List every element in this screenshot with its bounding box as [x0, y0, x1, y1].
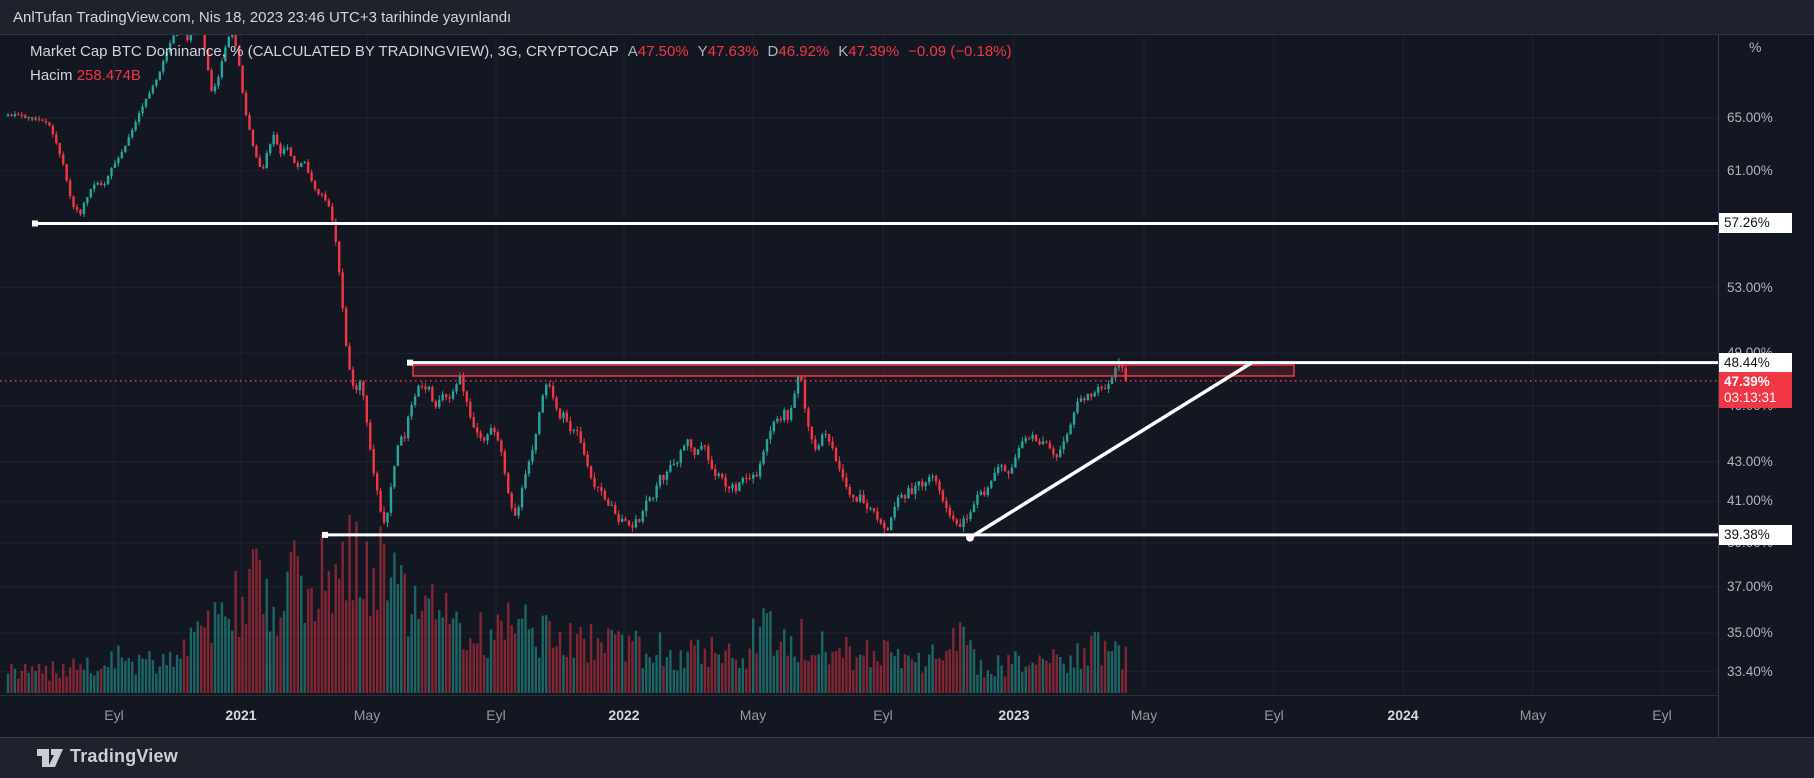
ohlc-value: 46.92% — [778, 43, 830, 60]
time-label-2024-1403: 2024 — [1387, 707, 1419, 723]
price-tick-65.00%: 65.00% — [1727, 110, 1773, 125]
price-axis[interactable]: % 65.00%61.00%53.00%49.00%46.00%43.00%41… — [1718, 35, 1814, 737]
change-value: −0.09 (−0.18%) — [908, 43, 1012, 60]
time-label-Eyl-883: Eyl — [873, 707, 893, 723]
price-tick-35.00%: 35.00% — [1727, 625, 1773, 640]
volume-layer — [6, 514, 1127, 693]
drawing-trendline[interactable] — [968, 361, 1253, 540]
time-label-2021-241: 2021 — [225, 707, 257, 723]
trendline-handle[interactable] — [966, 533, 974, 542]
time-label-Eyl-496: Eyl — [486, 707, 506, 723]
tradingview-brand[interactable]: TradingView — [70, 746, 178, 766]
ohlc-letter: A — [627, 43, 638, 60]
price-tick-33.40%: 33.40% — [1727, 663, 1773, 679]
time-label-2023-1014: 2023 — [998, 707, 1030, 723]
candles-layer — [6, 28, 1127, 533]
time-label-May-367: May — [353, 707, 381, 723]
bar-countdown: 03:13:31 — [1724, 389, 1777, 405]
time-label-2022-624: 2022 — [608, 707, 640, 723]
price-tick-61.00%: 61.00% — [1727, 162, 1773, 178]
price-line-badge: 48.44% — [1719, 352, 1792, 373]
symbol-row: Market Cap BTC Dominance, % (CALCULATED … — [30, 43, 1012, 60]
price-tick-41.00%: 41.00% — [1727, 493, 1773, 509]
ohlc-letter: K — [838, 43, 849, 60]
ohlc-letter: Y — [697, 43, 708, 60]
volume-label[interactable]: Hacim — [30, 67, 73, 84]
footer: TradingView — [0, 737, 1814, 778]
time-label-May-1533: May — [1519, 707, 1547, 723]
hline-handle[interactable] — [407, 359, 413, 366]
price-tick-37.00%: 37.00% — [1727, 578, 1773, 594]
ohlc-value: 47.63% — [707, 43, 759, 60]
price-tick-43.00%: 43.00% — [1727, 453, 1773, 469]
chart-canvas[interactable] — [0, 0, 1718, 695]
time-label-Eyl-114: Eyl — [104, 707, 124, 723]
time-label-Eyl-1662: Eyl — [1652, 707, 1672, 723]
current-price-badge: 47.39% 03:13:31 — [1719, 371, 1792, 408]
ohlc-letter: D — [767, 43, 779, 60]
volume-value: 258.474B — [76, 67, 141, 84]
publication-banner: AnlTufan TradingView.com, Nis 18, 2023 2… — [0, 0, 1814, 35]
hline-handle[interactable] — [32, 220, 38, 227]
price-tick-53.00%: 53.00% — [1727, 279, 1773, 295]
price-line-badge: 39.38% — [1719, 524, 1792, 545]
price-line-badge: 57.26% — [1719, 213, 1792, 234]
grid-layer — [0, 28, 1718, 693]
volume-row: Hacim 258.474B — [30, 67, 1012, 84]
price-axis-unit: % — [1749, 39, 1762, 55]
time-label-Eyl-1274: Eyl — [1264, 707, 1284, 723]
tradingview-logo-icon[interactable] — [36, 747, 64, 774]
ohlc-values: A47.50% Y47.63% D46.92% K47.39% — [619, 43, 899, 60]
ohlc-value: 47.50% — [637, 43, 689, 60]
publication-text: AnlTufan TradingView.com, Nis 18, 2023 2… — [13, 9, 512, 26]
time-label-May-1144: May — [1130, 707, 1158, 723]
ohlc-value: 47.39% — [848, 43, 900, 60]
legend: Market Cap BTC Dominance, % (CALCULATED … — [30, 43, 1012, 84]
time-label-May-753: May — [739, 707, 767, 723]
symbol-title[interactable]: Market Cap BTC Dominance, % (CALCULATED … — [30, 43, 619, 60]
drawing-red-rectangle[interactable] — [412, 364, 1295, 377]
hline-handle[interactable] — [322, 531, 328, 538]
time-axis[interactable]: Eyl 2021 May Eyl 2022 May Eyl 2023 May Eyl 2024 May… — [0, 695, 1718, 737]
